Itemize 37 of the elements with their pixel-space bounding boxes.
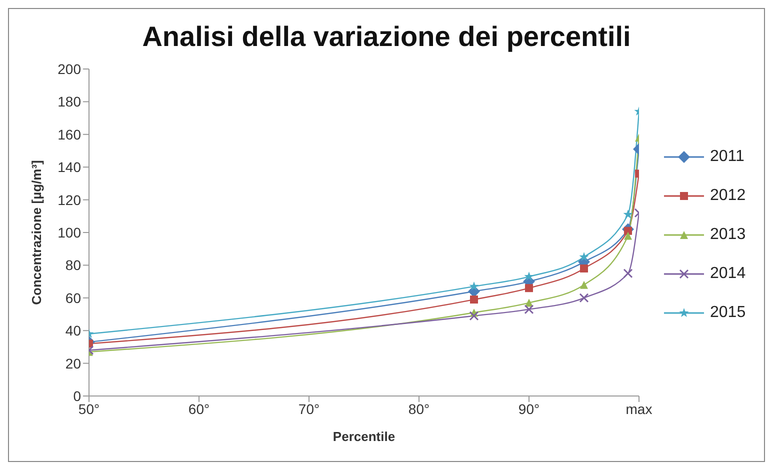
legend-label: 2014 [710, 264, 746, 282]
point [469, 311, 479, 321]
y-tick-label: 120 [58, 192, 82, 208]
chart-title: Analisi della variazione dei percentili [141, 21, 632, 53]
y-tick-label: 100 [58, 224, 82, 240]
point [524, 272, 534, 281]
point [524, 304, 534, 314]
legend-label: 2013 [710, 226, 746, 244]
y-tick-label: 200 [58, 61, 82, 77]
x-tick-label: 60° [188, 400, 210, 417]
point [624, 232, 632, 240]
point [624, 226, 632, 235]
point [579, 293, 589, 303]
x-tick-label: 90° [518, 400, 540, 417]
point [580, 280, 588, 289]
point [469, 281, 479, 290]
x-tick-label: 70° [298, 400, 320, 417]
point [580, 264, 588, 272]
y-tick-label: 40 [65, 322, 82, 339]
legend-label: 2015 [710, 304, 746, 322]
point [579, 252, 589, 262]
y-axis-title: Concentrazione [µg/m³] [29, 160, 44, 305]
x-axis-title: Percentile [332, 429, 396, 444]
y-tick-label: 80 [65, 257, 82, 274]
point [470, 296, 478, 304]
legend-label: 2011 [710, 148, 744, 166]
y-tick-label: 160 [58, 126, 82, 142]
legend-label: 2012 [710, 186, 746, 204]
y-tick-label: 140 [58, 159, 82, 176]
point [525, 284, 533, 292]
x-tick-label: max [626, 400, 652, 417]
y-tick-label: 180 [58, 94, 82, 110]
y-tick-label: 20 [65, 355, 82, 372]
x-tick-label: 80° [408, 400, 430, 417]
y-tick-label: 60 [65, 290, 82, 306]
point [623, 210, 633, 219]
point [623, 268, 633, 278]
